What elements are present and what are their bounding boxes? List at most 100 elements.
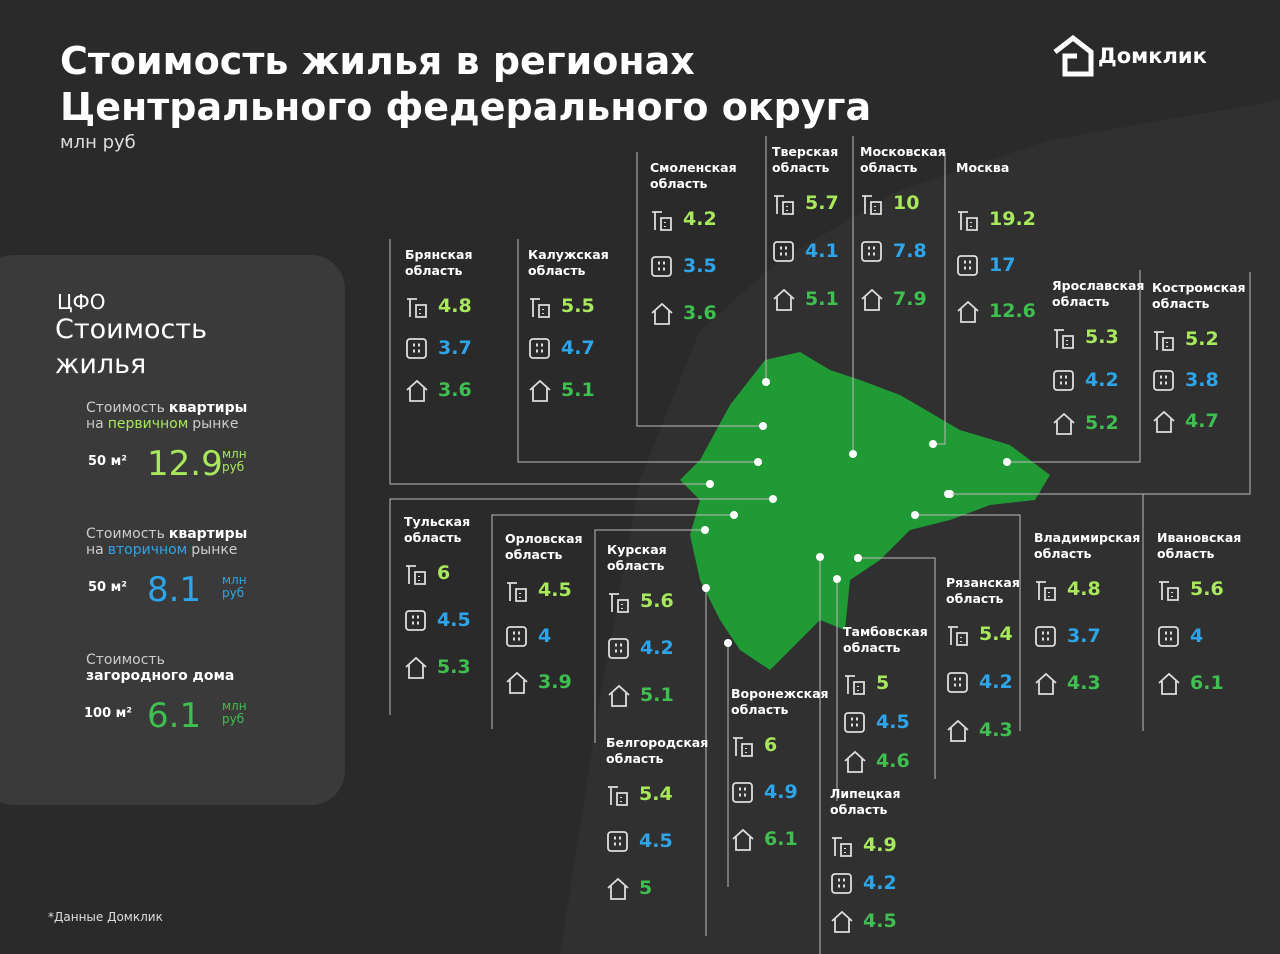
connector bbox=[491, 514, 734, 729]
house-icon bbox=[1053, 412, 1075, 435]
connector bbox=[636, 152, 763, 427]
region-value: 7.9 bbox=[893, 288, 927, 310]
region-value: 3.6 bbox=[438, 379, 472, 401]
new-icon bbox=[862, 195, 882, 215]
subtitle: млн руб bbox=[60, 132, 136, 153]
logo bbox=[1053, 34, 1094, 77]
region-name: Рязанская область bbox=[946, 575, 1020, 606]
connector bbox=[1007, 270, 1141, 463]
title-line: Стоимость жилья в регионах bbox=[60, 39, 695, 83]
summary-area: 100 м² bbox=[84, 706, 132, 721]
region-dot bbox=[854, 554, 862, 562]
summary-label: Стоимость загородного дома bbox=[86, 652, 286, 684]
region-name: Брянская область bbox=[405, 247, 473, 278]
region-value: 4.9 bbox=[863, 834, 897, 856]
label-part: Стоимость bbox=[86, 526, 165, 542]
region-value: 4.7 bbox=[1185, 410, 1219, 432]
new-icon bbox=[608, 786, 628, 806]
region-value: 3.8 bbox=[1185, 369, 1219, 391]
region-value: 5.7 bbox=[805, 192, 839, 214]
region-dot bbox=[816, 553, 824, 561]
summary-label: Стоимость квартиры на вторичном рынке bbox=[86, 526, 286, 558]
label-part: квартиры bbox=[168, 400, 248, 416]
house-icon bbox=[608, 684, 630, 707]
resale-icon bbox=[831, 873, 852, 894]
new-icon bbox=[1054, 329, 1074, 349]
new-icon bbox=[1154, 331, 1174, 351]
resale-icon bbox=[529, 338, 550, 359]
label-part: квартиры bbox=[168, 526, 248, 542]
summary-unit: млн руб bbox=[222, 699, 247, 726]
region-value: 4.5 bbox=[639, 830, 673, 852]
label-part: Стоимость bbox=[86, 400, 165, 416]
region-value: 17 bbox=[989, 254, 1016, 276]
region-value: 5.1 bbox=[561, 379, 595, 401]
region-value: 6 bbox=[437, 562, 451, 584]
region-value: 4.2 bbox=[683, 208, 717, 230]
title-line: Центрального федерального округа bbox=[60, 85, 872, 129]
new-icon bbox=[407, 298, 427, 318]
connector bbox=[389, 498, 773, 715]
region-name: Московская область bbox=[860, 144, 946, 175]
region-value: 19.2 bbox=[989, 208, 1036, 230]
region-value: 3.7 bbox=[438, 337, 472, 359]
region-value: 5 bbox=[639, 877, 653, 899]
house-icon bbox=[844, 750, 866, 773]
house-icon bbox=[773, 288, 795, 311]
region-value: 10 bbox=[893, 192, 920, 214]
region-value: 5.5 bbox=[561, 295, 595, 317]
region-value: 3.5 bbox=[683, 255, 717, 277]
region-value: 7.8 bbox=[893, 240, 927, 262]
new-icon bbox=[845, 675, 865, 695]
region-name: Курская область bbox=[607, 542, 667, 573]
region-name: Белгородская область bbox=[606, 735, 709, 766]
summary-value: 6.1 bbox=[147, 696, 202, 736]
region-value: 5.6 bbox=[1190, 578, 1224, 600]
resale-icon bbox=[1158, 626, 1179, 647]
brand: Домклик bbox=[1098, 44, 1207, 68]
region-value: 4.9 bbox=[764, 781, 798, 803]
region-value: 5.1 bbox=[640, 684, 674, 706]
region-value: 4.7 bbox=[561, 337, 595, 359]
region-name: Тверская область bbox=[772, 144, 839, 175]
summary-region: ЦФО bbox=[57, 290, 106, 314]
region-value: 4.8 bbox=[1067, 578, 1101, 600]
region-dot bbox=[849, 450, 857, 458]
label-part: рынке bbox=[192, 416, 239, 432]
resale-icon bbox=[1053, 370, 1074, 391]
region-value: 4.3 bbox=[1067, 672, 1101, 694]
summary-unit: млн руб bbox=[222, 447, 247, 474]
label-part: первичном bbox=[107, 416, 189, 432]
new-icon bbox=[406, 565, 426, 585]
region-name: Орловская область bbox=[505, 531, 583, 562]
region-dot bbox=[759, 422, 767, 430]
region-dot bbox=[702, 584, 710, 592]
resale-icon bbox=[957, 255, 978, 276]
resale-icon bbox=[1153, 370, 1174, 391]
region-dot bbox=[833, 575, 841, 583]
region-value: 6.1 bbox=[764, 828, 798, 850]
region-value: 4.6 bbox=[876, 750, 910, 772]
house-icon bbox=[947, 719, 969, 742]
region-dot bbox=[762, 378, 770, 386]
house-icon bbox=[1035, 672, 1057, 695]
resale-icon bbox=[406, 338, 427, 359]
region-value: 4.5 bbox=[437, 609, 471, 631]
region-value: 4.2 bbox=[640, 637, 674, 659]
resale-icon bbox=[947, 672, 968, 693]
connector bbox=[389, 239, 710, 485]
house-icon bbox=[861, 288, 883, 311]
region-value: 3.9 bbox=[538, 671, 572, 693]
house-icon bbox=[607, 877, 629, 900]
region-dot bbox=[1003, 458, 1011, 466]
region-value: 4 bbox=[538, 625, 552, 647]
new-icon bbox=[832, 837, 852, 857]
region-dot bbox=[730, 511, 738, 519]
region-value: 4.5 bbox=[538, 579, 572, 601]
region-name: Ивановская область bbox=[1157, 530, 1242, 561]
resale-icon bbox=[651, 256, 672, 277]
region-value: 4.8 bbox=[438, 295, 472, 317]
region-value: 4.5 bbox=[876, 711, 910, 733]
